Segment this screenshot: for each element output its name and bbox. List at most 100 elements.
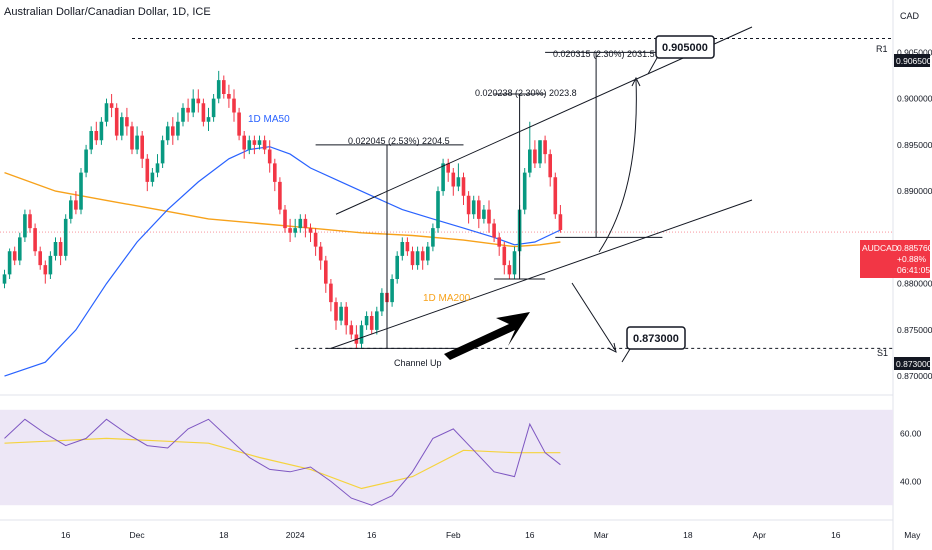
candle-body	[441, 163, 445, 192]
candle-up	[211, 94, 216, 122]
candle-down	[222, 75, 226, 99]
y-tick-label: 0.905000	[897, 47, 932, 57]
candle-down	[466, 191, 471, 224]
candle-down	[344, 302, 348, 335]
chart-title: Australian Dollar/Canadian Dollar, 1D, I…	[4, 6, 211, 18]
candle-body	[109, 103, 114, 108]
candle-down	[477, 195, 481, 229]
s1-price-text: 0.873000	[896, 359, 932, 369]
ma50-line	[4, 146, 561, 377]
candle-body	[89, 131, 93, 150]
candle-body	[165, 126, 170, 141]
candle-down	[201, 98, 206, 127]
r1-price-tag	[894, 54, 930, 67]
candle-down	[130, 121, 134, 155]
candle-body	[471, 200, 476, 215]
candle-body	[130, 126, 134, 150]
candle-body	[28, 214, 32, 229]
candle-down	[145, 154, 150, 192]
candle-up	[150, 168, 155, 187]
x-tick-label: 16	[367, 530, 377, 540]
candle-up	[257, 135, 262, 150]
candle-body	[23, 214, 27, 238]
candle-body	[538, 140, 542, 164]
y-tick-label: 0.890000	[897, 186, 932, 196]
candle-down	[262, 135, 267, 155]
candle-body	[318, 246, 323, 261]
candle-down	[324, 255, 328, 293]
candle-down	[267, 140, 272, 173]
candle-up	[528, 121, 532, 178]
candle-up	[63, 214, 68, 261]
candle-down	[125, 107, 129, 136]
candle-down	[232, 89, 236, 122]
r1-label: R1	[876, 44, 888, 54]
candle-up	[135, 126, 139, 155]
ma200-label: 1D MA200	[423, 293, 471, 304]
candle-up	[48, 251, 53, 279]
candle-body	[18, 237, 22, 261]
candle-body	[308, 228, 313, 233]
candle-down	[553, 172, 558, 219]
candle-body	[145, 158, 150, 182]
candle-body	[38, 251, 42, 266]
candle-up	[69, 195, 73, 224]
candle-body	[247, 140, 252, 150]
candle-down	[288, 218, 292, 242]
candle-body	[528, 149, 532, 173]
rsi-ma-line	[4, 437, 561, 490]
x-tick-label: Mar	[594, 530, 609, 540]
down-arrowhead	[607, 342, 617, 353]
rsi-tick-label: 60.00	[900, 429, 922, 439]
target-bottom-text: 0.873000	[633, 333, 679, 345]
candle-body	[436, 191, 440, 229]
candle-down	[548, 149, 552, 187]
candle-down	[186, 98, 190, 122]
y-tick-label: 0.870000	[897, 371, 932, 381]
candle-body	[507, 265, 512, 275]
candle-down	[38, 246, 42, 270]
candle-body	[375, 311, 379, 330]
candle-body	[222, 80, 226, 94]
candle-up	[191, 89, 195, 118]
candle-body	[237, 112, 241, 136]
candle-up	[99, 117, 104, 145]
candle-up	[441, 158, 445, 196]
candle-up	[23, 209, 27, 242]
candle-body	[426, 246, 430, 261]
candle-up	[512, 246, 517, 279]
candle-up	[79, 168, 83, 215]
s1-price-tag	[894, 357, 930, 370]
candle-body	[293, 228, 297, 233]
candle-down	[28, 209, 32, 233]
candle-body	[191, 98, 195, 113]
candle-body	[120, 117, 124, 136]
candle-up	[380, 288, 384, 316]
candle-up	[206, 107, 211, 131]
candle-body	[140, 135, 144, 159]
candle-up	[456, 163, 461, 192]
candle-down	[278, 177, 282, 215]
x-tick-label: 16	[61, 530, 71, 540]
candle-body	[2, 274, 7, 284]
candle-down	[94, 121, 99, 145]
target-top-text: 0.905000	[662, 42, 708, 54]
candle-body	[94, 131, 99, 141]
candle-up	[18, 232, 22, 266]
candle-body	[512, 251, 517, 275]
candle-up	[522, 168, 527, 215]
x-tick-label: 16	[831, 530, 841, 540]
candle-down	[410, 246, 415, 270]
candle-up	[395, 251, 399, 284]
candle-body	[522, 172, 527, 210]
candle-down	[58, 237, 63, 266]
candle-down	[461, 172, 466, 205]
last-price-value: 0.885760	[897, 243, 932, 253]
candle-body	[196, 98, 201, 104]
down-arrow-line	[571, 282, 616, 351]
target-bottom-connector	[621, 348, 631, 363]
candle-up	[293, 218, 297, 238]
candle-up	[431, 223, 435, 252]
candle-body	[334, 302, 338, 321]
